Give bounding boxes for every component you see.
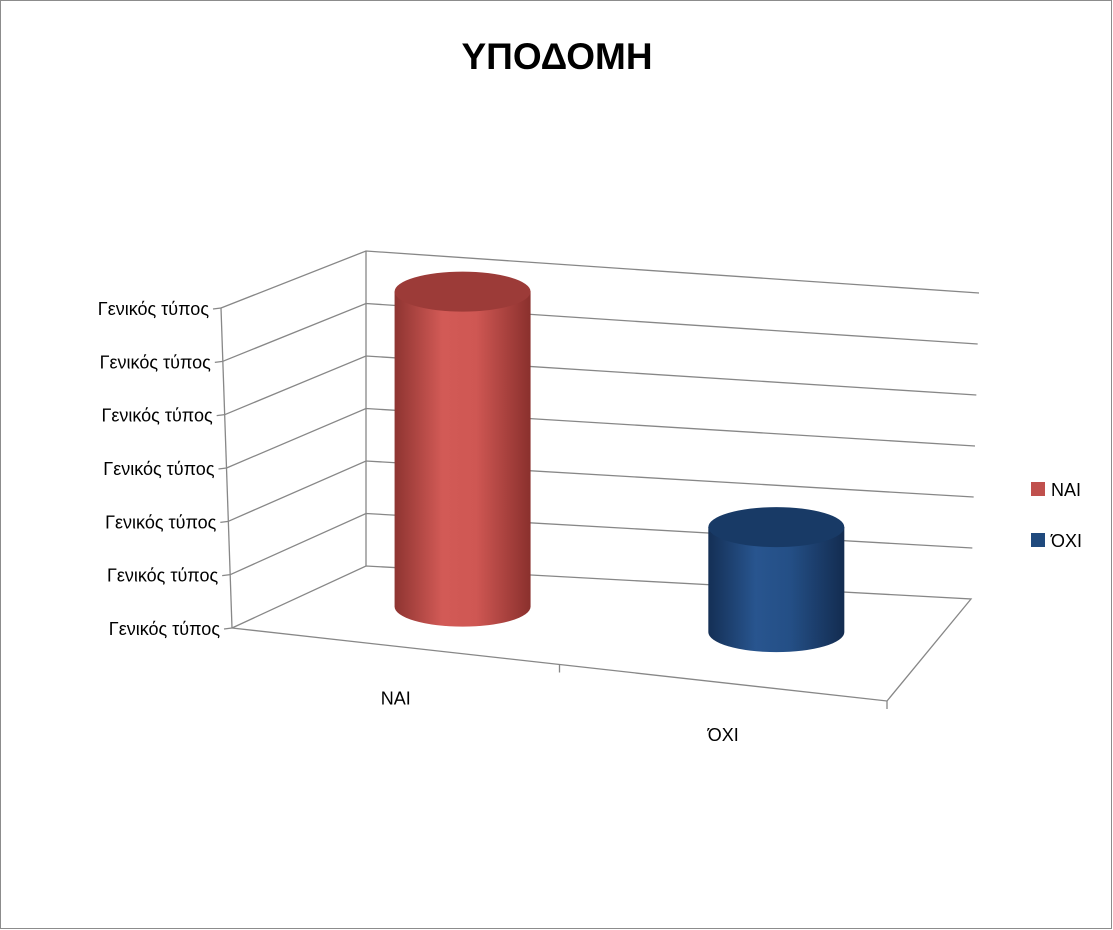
bars bbox=[394, 271, 845, 653]
bar-body-0 bbox=[394, 291, 531, 627]
gridline-2 bbox=[228, 460, 974, 522]
legend-swatch-nai bbox=[1031, 482, 1045, 496]
y-tick-labels: Γενικός τύπος Γενικός τύπος Γενικός τύπος Γ… bbox=[98, 299, 221, 639]
y-tick-mark-5 bbox=[214, 360, 223, 363]
bar-top-0 bbox=[394, 271, 531, 312]
y-tick-mark-4 bbox=[216, 414, 225, 417]
gridline-5 bbox=[222, 302, 978, 362]
chart-title: ΥΠΟΔΟΜΗ bbox=[461, 36, 652, 77]
legend: ΝΑΙ ΌΧΙ bbox=[1031, 480, 1082, 551]
x-tick-label-0: ΝΑΙ bbox=[381, 688, 411, 708]
gridline-6 bbox=[220, 250, 980, 309]
gridline-3 bbox=[226, 407, 976, 469]
gridline-4 bbox=[224, 355, 977, 416]
bar-top-1 bbox=[708, 507, 845, 548]
bar-body-1 bbox=[708, 527, 845, 653]
y-tick-mark-6 bbox=[212, 307, 222, 310]
legend-swatch-ochi bbox=[1031, 533, 1045, 547]
y-tick-label-1: Γενικός τύπος bbox=[107, 566, 219, 586]
y-tick-mark-0 bbox=[223, 627, 233, 630]
y-tick-label-5: Γενικός τύπος bbox=[100, 352, 212, 372]
x-tick-labels: ΝΑΙ ΌΧΙ bbox=[381, 688, 739, 745]
gridline-1 bbox=[229, 512, 973, 576]
floor-outline bbox=[231, 565, 973, 702]
grid-layer bbox=[212, 250, 980, 709]
bar-0 bbox=[394, 271, 531, 627]
y-tick-label-2: Γενικός τύπος bbox=[105, 512, 217, 532]
y-tick-label-6: Γενικός τύπος bbox=[98, 299, 210, 319]
y-tick-label-3: Γενικός τύπος bbox=[103, 459, 215, 479]
y-tick-mark-3 bbox=[218, 467, 227, 470]
y-tick-mark-1 bbox=[222, 574, 231, 577]
y-tick-label-4: Γενικός τύπος bbox=[101, 406, 213, 426]
y-tick-label-0: Γενικός τύπος bbox=[109, 619, 221, 639]
bar-1 bbox=[708, 507, 845, 653]
y-tick-mark-2 bbox=[220, 520, 229, 523]
legend-label-ochi: ΌΧΙ bbox=[1050, 531, 1082, 551]
legend-label-nai: ΝΑΙ bbox=[1051, 480, 1081, 500]
x-tick-label-1: ΌΧΙ bbox=[707, 725, 739, 745]
y-axis-line bbox=[220, 307, 233, 629]
